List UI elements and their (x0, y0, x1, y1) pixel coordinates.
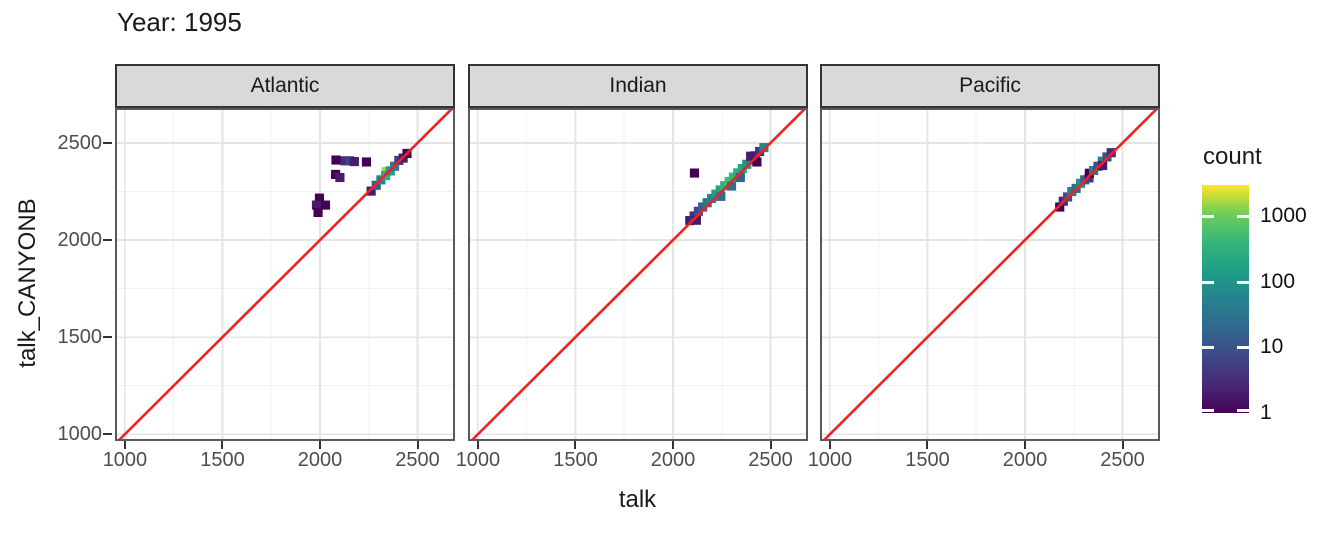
y-tick-label: 2500 (57, 131, 103, 154)
bin2d-cell (331, 155, 341, 165)
y-tick-mark (103, 141, 112, 144)
x-tick-mark (1024, 441, 1026, 449)
legend-tick-mark (1202, 346, 1214, 350)
bin2d-cell (726, 181, 737, 191)
y-tick-label: 2000 (57, 229, 103, 252)
bin2d-cell (752, 157, 762, 167)
x-tick-mark (828, 441, 831, 449)
y-tick-label: 1500 (57, 326, 103, 349)
bin2d-cell (345, 156, 355, 166)
legend-tick-mark (1237, 215, 1249, 219)
x-tick-label: 1000 (807, 449, 853, 471)
x-tick-mark (672, 441, 674, 449)
x-tick-label: 2000 (297, 449, 343, 471)
facet-strip-label: Atlantic (250, 74, 320, 97)
legend-tick-label: 1000 (1260, 204, 1307, 228)
x-tick-mark (476, 441, 479, 449)
bin2d-cell (320, 200, 331, 210)
y-tick-mark (103, 433, 112, 436)
legend-tick-mark (1237, 280, 1249, 284)
bin2d-cell (689, 168, 700, 178)
bin2d-cell (735, 172, 745, 183)
bin2d-cell (366, 186, 376, 196)
bin2d-cell (335, 172, 345, 183)
bin2d-cell (716, 191, 726, 201)
x-tick-label: 2500 (1100, 449, 1145, 471)
legend-tick-label: 10 (1260, 335, 1284, 359)
facet-strip-pacific: Pacific (820, 64, 1160, 108)
x-tick-mark (123, 441, 126, 449)
bin2d-cell (349, 157, 359, 167)
bin2d-cell (691, 215, 702, 225)
x-tick-label: 1500 (200, 449, 245, 471)
y-axis-title: talk_CANYONB (14, 198, 41, 368)
bin2d-cell (746, 151, 756, 161)
x-tick-mark (221, 441, 224, 449)
facet-strip-label: Pacific (959, 74, 1021, 97)
bin2d-cell (759, 143, 769, 153)
bin2d-cell (685, 216, 695, 226)
bin2d-cell (313, 207, 323, 218)
panel-plot-atlantic (115, 108, 455, 441)
x-tick-label: 2000 (650, 449, 696, 471)
legend-tick-mark (1202, 280, 1214, 284)
x-tick-mark (926, 441, 929, 449)
x-tick-label: 1500 (553, 449, 598, 471)
legend-tick-label: 100 (1260, 269, 1296, 293)
y-tick-label: 1000 (57, 423, 103, 446)
y-tick-mark (103, 239, 112, 242)
facet-strip-label: Indian (609, 74, 667, 97)
legend-tick-label: 1 (1260, 401, 1272, 424)
panel-plot-pacific (820, 108, 1160, 441)
bin2d-cell (1098, 160, 1108, 171)
x-tick-label: 1000 (102, 449, 148, 471)
x-tick-label: 2500 (395, 449, 440, 471)
bin2d-cell (340, 156, 350, 166)
x-tick-mark (769, 441, 772, 449)
legend-tick-mark (1202, 215, 1214, 219)
bin2d-cell (314, 193, 325, 203)
facet-strip-atlantic: Atlantic (115, 64, 455, 108)
plot-title: Year: 1995 (117, 7, 242, 37)
bin2d-cell (311, 200, 322, 210)
x-tick-mark (574, 441, 577, 449)
x-tick-label: 2500 (748, 449, 793, 471)
x-tick-mark (416, 441, 419, 449)
facet-strip-indian: Indian (468, 64, 808, 108)
legend-tick-mark (1237, 346, 1249, 350)
x-tick-label: 2000 (1002, 449, 1048, 471)
x-tick-label: 1500 (905, 449, 950, 471)
legend-title: count (1203, 143, 1262, 170)
panel-plot-indian (468, 108, 808, 441)
y-tick-mark (103, 336, 112, 339)
x-tick-mark (319, 441, 321, 449)
x-tick-mark (1121, 441, 1124, 449)
legend-tick-mark (1202, 409, 1214, 412)
x-axis-title: talk (618, 486, 657, 513)
legend-tick-mark (1237, 409, 1249, 412)
legend-colorbar (1202, 185, 1249, 413)
x-tick-label: 1000 (455, 449, 501, 471)
bin2d-cell (361, 157, 372, 167)
